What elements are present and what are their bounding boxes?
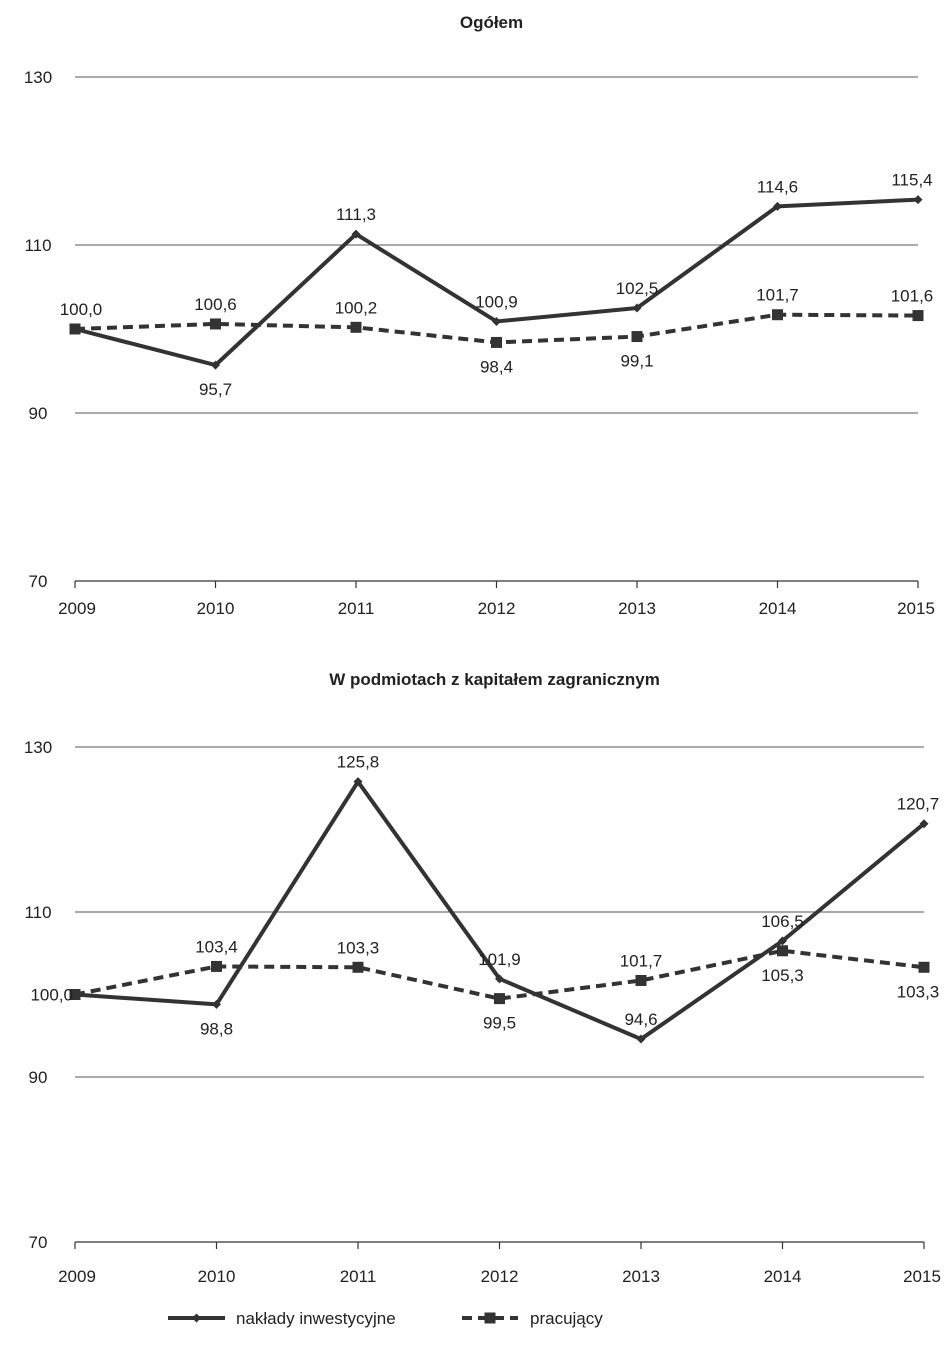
data-label: 94,6 — [624, 1010, 657, 1029]
x-tick-label: 2011 — [340, 1267, 377, 1286]
data-label: 100,2 — [335, 298, 378, 317]
y-tick-label: 110 — [24, 236, 51, 255]
x-tick-label: 2009 — [58, 599, 96, 618]
data-label: 114,6 — [757, 177, 798, 196]
data-point-diamond — [212, 999, 221, 1009]
data-label: 98,8 — [200, 1019, 233, 1038]
data-label: 99,1 — [620, 352, 653, 371]
data-point-diamond — [913, 195, 923, 205]
x-tick-label: 2013 — [618, 599, 656, 618]
x-tick-label: 2011 — [338, 599, 375, 618]
y-tick-label: 130 — [24, 738, 52, 757]
data-label: 101,6 — [891, 287, 934, 306]
data-point-square — [350, 321, 362, 333]
data-label: 111,3 — [336, 205, 376, 224]
data-label: 95,7 — [199, 380, 232, 399]
x-tick-label: 2015 — [903, 1267, 941, 1286]
data-label: 106,5 — [761, 912, 804, 931]
data-label: 100,0 — [60, 300, 103, 319]
data-label: 103,3 — [337, 938, 380, 957]
chart-panel-2: W podmiotach z kapitałem zagranicznym 70 9… — [24, 670, 941, 1286]
x-tick-label: 2010 — [197, 599, 235, 618]
data-point-square — [210, 318, 221, 330]
x-tick-label: 2013 — [622, 1267, 660, 1286]
data-label: 115,4 — [891, 171, 932, 190]
data-label: 105,3 — [761, 966, 804, 985]
data-point-square — [635, 974, 647, 986]
data-point-square — [912, 310, 924, 322]
x-tick-label: 2012 — [481, 1267, 519, 1286]
y-tick-label: 70 — [29, 572, 48, 591]
data-point-square — [777, 945, 788, 957]
data-point-square — [772, 309, 783, 321]
data-point-diamond — [636, 1034, 646, 1044]
x-tick-label: 2009 — [58, 1267, 96, 1286]
data-point-square — [352, 961, 364, 973]
data-label: 100,0 — [30, 986, 73, 1005]
legend: nakłady inwestycyjne pracujący — [168, 1309, 603, 1328]
data-point-diamond — [351, 229, 361, 239]
x-tick-label: 2014 — [759, 599, 797, 618]
data-point-diamond — [773, 201, 782, 211]
data-label: 99,5 — [483, 1014, 516, 1033]
data-label: 100,9 — [475, 292, 518, 311]
chart-title: Ogółem — [460, 13, 523, 32]
data-label: 101,7 — [756, 286, 799, 305]
data-point-diamond — [919, 819, 929, 829]
y-tick-label: 90 — [29, 1068, 48, 1087]
legend-label: pracujący — [530, 1309, 603, 1328]
legend-diamond-marker — [192, 1313, 201, 1323]
data-point-square — [494, 993, 505, 1005]
y-tick-label: 110 — [24, 903, 51, 922]
data-point-diamond — [492, 316, 501, 326]
chart-title: W podmiotach z kapitałem zagranicznym — [329, 670, 660, 689]
data-label: 101,7 — [620, 951, 663, 970]
data-point-diamond — [495, 974, 504, 984]
data-point-square — [69, 989, 81, 1000]
legend-label: nakłady inwestycyjne — [236, 1309, 396, 1328]
data-point-diamond — [778, 936, 787, 946]
y-tick-label: 90 — [29, 404, 48, 423]
data-label: 103,4 — [195, 937, 238, 956]
legend-square-marker — [484, 1312, 496, 1324]
y-tick-label: 130 — [24, 68, 52, 87]
data-point-square — [211, 960, 222, 972]
x-tick-label: 2010 — [198, 1267, 236, 1286]
chart-panel-1: Ogółem 70 90 110 130 2009 2010 2011 2012 2013 2014… — [24, 13, 935, 618]
data-point-square — [631, 331, 643, 343]
data-label: 102,5 — [616, 279, 659, 298]
data-point-square — [491, 336, 502, 348]
data-label: 103,3 — [897, 982, 940, 1001]
x-tick-label: 2012 — [478, 599, 516, 618]
data-label: 125,8 — [337, 753, 380, 772]
x-tick-label: 2015 — [897, 599, 935, 618]
data-point-square — [918, 961, 930, 973]
y-tick-label: 70 — [29, 1233, 48, 1252]
data-label: 98,4 — [480, 357, 513, 376]
data-point-diamond — [632, 303, 642, 313]
data-label: 100,6 — [194, 295, 237, 314]
data-label: 120,7 — [897, 795, 940, 814]
data-point-diamond — [353, 777, 363, 787]
data-point-diamond — [211, 360, 220, 370]
data-point-square — [69, 323, 81, 335]
x-tick-label: 2014 — [764, 1267, 802, 1286]
data-label: 101,9 — [478, 950, 521, 969]
